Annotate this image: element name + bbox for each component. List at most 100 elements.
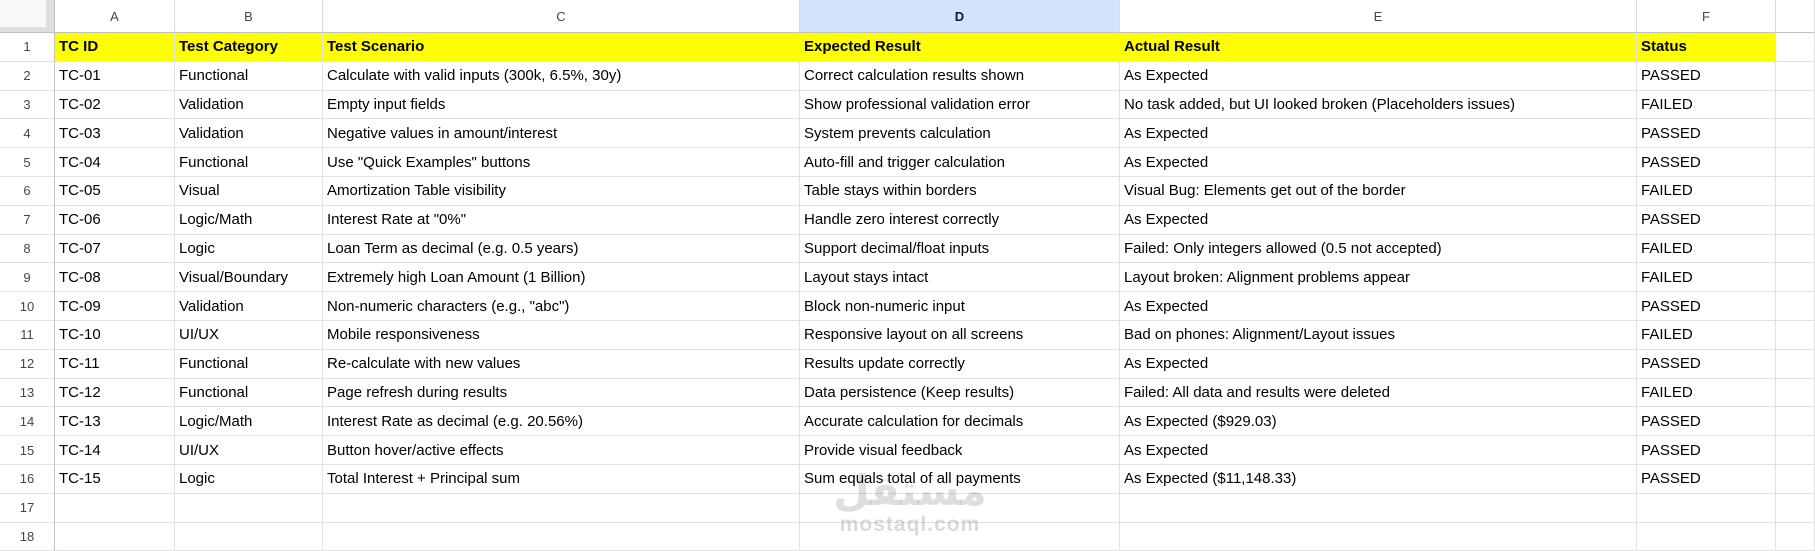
column-header-A[interactable]: A [55, 0, 175, 33]
row-header-7[interactable]: 7 [0, 205, 55, 235]
cell-B13[interactable]: Functional [175, 378, 323, 408]
cell-D10[interactable]: Block non-numeric input [800, 292, 1120, 321]
select-all-corner[interactable] [0, 0, 55, 33]
cell-B16[interactable]: Logic [175, 464, 323, 494]
cell-B9[interactable]: Visual/Boundary [175, 263, 323, 293]
cell-D18[interactable] [800, 522, 1120, 551]
cell-C8[interactable]: Loan Term as decimal (e.g. 0.5 years) [323, 234, 800, 264]
cell-D7[interactable]: Handle zero interest correctly [800, 205, 1120, 235]
column-header-F[interactable]: F [1637, 0, 1776, 33]
cell-E5[interactable]: As Expected [1120, 148, 1637, 177]
cell-C2[interactable]: Calculate with valid inputs (300k, 6.5%,… [323, 61, 800, 91]
cell-D17[interactable] [800, 493, 1120, 523]
row-header-13[interactable]: 13 [0, 378, 55, 408]
cell-F5[interactable]: PASSED [1637, 148, 1776, 177]
cell-F17[interactable] [1637, 493, 1776, 523]
cell-E8[interactable]: Failed: Only integers allowed (0.5 not a… [1120, 234, 1637, 264]
column-header-B[interactable]: B [175, 0, 323, 33]
cell-D5[interactable]: Auto-fill and trigger calculation [800, 148, 1120, 177]
cell-C9[interactable]: Extremely high Loan Amount (1 Billion) [323, 263, 800, 293]
cell-D13[interactable]: Data persistence (Keep results) [800, 378, 1120, 408]
cell-partial-13[interactable] [1776, 378, 1815, 408]
cell-C14[interactable]: Interest Rate as decimal (e.g. 20.56%) [323, 407, 800, 437]
cell-partial-1[interactable] [1776, 33, 1815, 62]
cell-D14[interactable]: Accurate calculation for decimals [800, 407, 1120, 437]
cell-C3[interactable]: Empty input fields [323, 90, 800, 120]
cell-C5[interactable]: Use "Quick Examples" buttons [323, 148, 800, 177]
cell-E14[interactable]: As Expected ($929.03) [1120, 407, 1637, 437]
cell-E6[interactable]: Visual Bug: Elements get out of the bord… [1120, 176, 1637, 206]
cell-C11[interactable]: Mobile responsiveness [323, 320, 800, 350]
cell-B10[interactable]: Validation [175, 292, 323, 321]
cell-C6[interactable]: Amortization Table visibility [323, 176, 800, 206]
cell-D2[interactable]: Correct calculation results shown [800, 61, 1120, 91]
cell-A9[interactable]: TC-08 [55, 263, 175, 293]
cell-B5[interactable]: Functional [175, 148, 323, 177]
cell-F12[interactable]: PASSED [1637, 349, 1776, 379]
cell-A3[interactable]: TC-02 [55, 90, 175, 120]
cell-A2[interactable]: TC-01 [55, 61, 175, 91]
cell-partial-17[interactable] [1776, 493, 1815, 523]
cell-D6[interactable]: Table stays within borders [800, 176, 1120, 206]
cell-F18[interactable] [1637, 522, 1776, 551]
cell-F10[interactable]: PASSED [1637, 292, 1776, 321]
cell-E2[interactable]: As Expected [1120, 61, 1637, 91]
cell-A11[interactable]: TC-10 [55, 320, 175, 350]
cell-D4[interactable]: System prevents calculation [800, 119, 1120, 149]
cell-partial-7[interactable] [1776, 205, 1815, 235]
cell-E3[interactable]: No task added, but UI looked broken (Pla… [1120, 90, 1637, 120]
cell-partial-6[interactable] [1776, 176, 1815, 206]
cell-A7[interactable]: TC-06 [55, 205, 175, 235]
row-header-12[interactable]: 12 [0, 349, 55, 379]
cell-C16[interactable]: Total Interest + Principal sum [323, 464, 800, 494]
cell-A5[interactable]: TC-04 [55, 148, 175, 177]
cell-B18[interactable] [175, 522, 323, 551]
cell-B14[interactable]: Logic/Math [175, 407, 323, 437]
row-header-2[interactable]: 2 [0, 61, 55, 91]
cell-partial-3[interactable] [1776, 90, 1815, 120]
row-header-1[interactable]: 1 [0, 33, 55, 62]
cell-A12[interactable]: TC-11 [55, 349, 175, 379]
cell-B4[interactable]: Validation [175, 119, 323, 149]
cell-partial-14[interactable] [1776, 407, 1815, 437]
cell-A6[interactable]: TC-05 [55, 176, 175, 206]
cell-C10[interactable]: Non-numeric characters (e.g., "abc") [323, 292, 800, 321]
row-header-8[interactable]: 8 [0, 234, 55, 264]
cell-B3[interactable]: Validation [175, 90, 323, 120]
cell-F6[interactable]: FAILED [1637, 176, 1776, 206]
column-header-partial[interactable] [1776, 0, 1815, 33]
row-header-15[interactable]: 15 [0, 436, 55, 465]
cell-A16[interactable]: TC-15 [55, 464, 175, 494]
cell-B1[interactable]: Test Category [175, 33, 323, 62]
cell-E10[interactable]: As Expected [1120, 292, 1637, 321]
cell-D8[interactable]: Support decimal/float inputs [800, 234, 1120, 264]
cell-A1[interactable]: TC ID [55, 33, 175, 62]
cell-A4[interactable]: TC-03 [55, 119, 175, 149]
cell-E7[interactable]: As Expected [1120, 205, 1637, 235]
cell-E12[interactable]: As Expected [1120, 349, 1637, 379]
cell-C12[interactable]: Re-calculate with new values [323, 349, 800, 379]
cell-partial-12[interactable] [1776, 349, 1815, 379]
row-header-3[interactable]: 3 [0, 90, 55, 120]
cell-partial-9[interactable] [1776, 263, 1815, 293]
cell-F8[interactable]: FAILED [1637, 234, 1776, 264]
cell-E15[interactable]: As Expected [1120, 436, 1637, 465]
cell-E17[interactable] [1120, 493, 1637, 523]
cell-A13[interactable]: TC-12 [55, 378, 175, 408]
cell-D1[interactable]: Expected Result [800, 33, 1120, 62]
cell-F7[interactable]: PASSED [1637, 205, 1776, 235]
row-header-11[interactable]: 11 [0, 320, 55, 350]
cell-F9[interactable]: FAILED [1637, 263, 1776, 293]
column-header-C[interactable]: C [323, 0, 800, 33]
cell-A14[interactable]: TC-13 [55, 407, 175, 437]
cell-F11[interactable]: FAILED [1637, 320, 1776, 350]
cell-E4[interactable]: As Expected [1120, 119, 1637, 149]
cell-B8[interactable]: Logic [175, 234, 323, 264]
cell-partial-5[interactable] [1776, 148, 1815, 177]
cell-F16[interactable]: PASSED [1637, 464, 1776, 494]
cell-F3[interactable]: FAILED [1637, 90, 1776, 120]
cell-E16[interactable]: As Expected ($11,148.33) [1120, 464, 1637, 494]
row-header-16[interactable]: 16 [0, 464, 55, 494]
cell-F4[interactable]: PASSED [1637, 119, 1776, 149]
cell-D9[interactable]: Layout stays intact [800, 263, 1120, 293]
